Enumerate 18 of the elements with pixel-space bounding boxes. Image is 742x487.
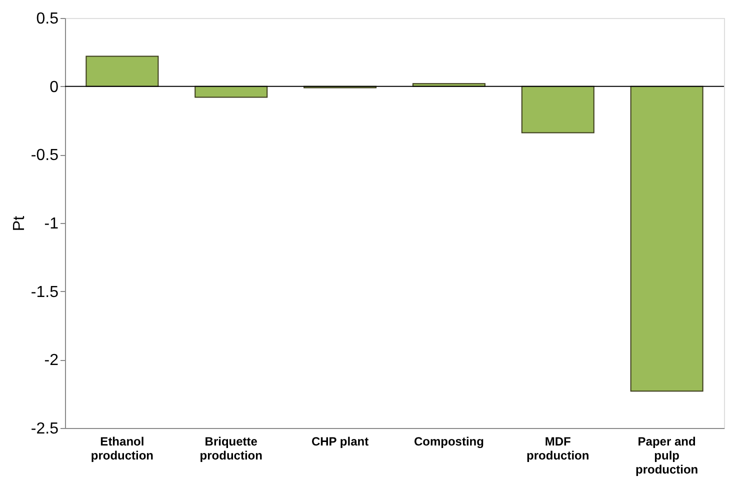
y-tick-label: -1.5 xyxy=(30,284,59,301)
x-tick-label: Ethanol production xyxy=(90,434,154,462)
y-tick-label: 0 xyxy=(50,78,59,96)
y-tick-label: -1 xyxy=(44,216,59,232)
bar xyxy=(521,86,594,134)
y-tick-label: 0.5 xyxy=(36,10,59,28)
x-tick-label: Composting xyxy=(414,434,484,448)
x-tick-label: Briquette production xyxy=(200,434,262,462)
bar xyxy=(630,86,704,392)
x-tick-label: MDF production xyxy=(526,434,590,462)
y-tick-label: -2 xyxy=(44,352,59,370)
x-tick-label: Paper and pulp production xyxy=(635,434,698,476)
bar xyxy=(86,56,159,87)
x-tick-label: CHP plant xyxy=(311,434,369,448)
y-tick-label: -2.5 xyxy=(30,420,59,438)
y-tick-label: -0.5 xyxy=(30,147,59,164)
y-axis-title: Pt xyxy=(10,215,28,232)
bar xyxy=(194,86,268,98)
